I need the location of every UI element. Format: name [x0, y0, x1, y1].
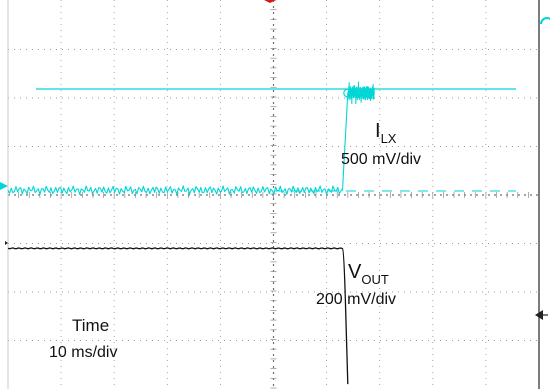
ilx-label-subscript: LX [381, 131, 397, 146]
series-line-vout [7, 247, 349, 385]
vout-label-subscript: OUT [361, 272, 389, 287]
top-trigger-marker [264, 0, 276, 3]
top-right-channel-marker [540, 17, 550, 25]
ilx-label-name: I [375, 120, 381, 142]
vout-label-name: V [348, 261, 362, 283]
time-label: Time [72, 316, 109, 335]
series-line-ilx [7, 81, 375, 195]
grid-layer [7, 0, 539, 389]
channel-labels: ILX 500 mV/div VOUT 200 mV/div Time 10 m… [49, 120, 421, 361]
ilx-ground-marker [0, 182, 8, 190]
ilx-transition-point [343, 88, 353, 98]
vout-label: VOUT [348, 261, 389, 287]
series-layer [7, 81, 516, 385]
trace-markers [0, 0, 550, 320]
ilx-scale-label: 500 mV/div [341, 151, 421, 168]
time-scale-label: 10 ms/div [49, 344, 117, 361]
vout-scale-label: 200 mV/div [316, 291, 396, 308]
vout-ground-marker [5, 241, 8, 245]
ilx-label: ILX [375, 120, 397, 146]
